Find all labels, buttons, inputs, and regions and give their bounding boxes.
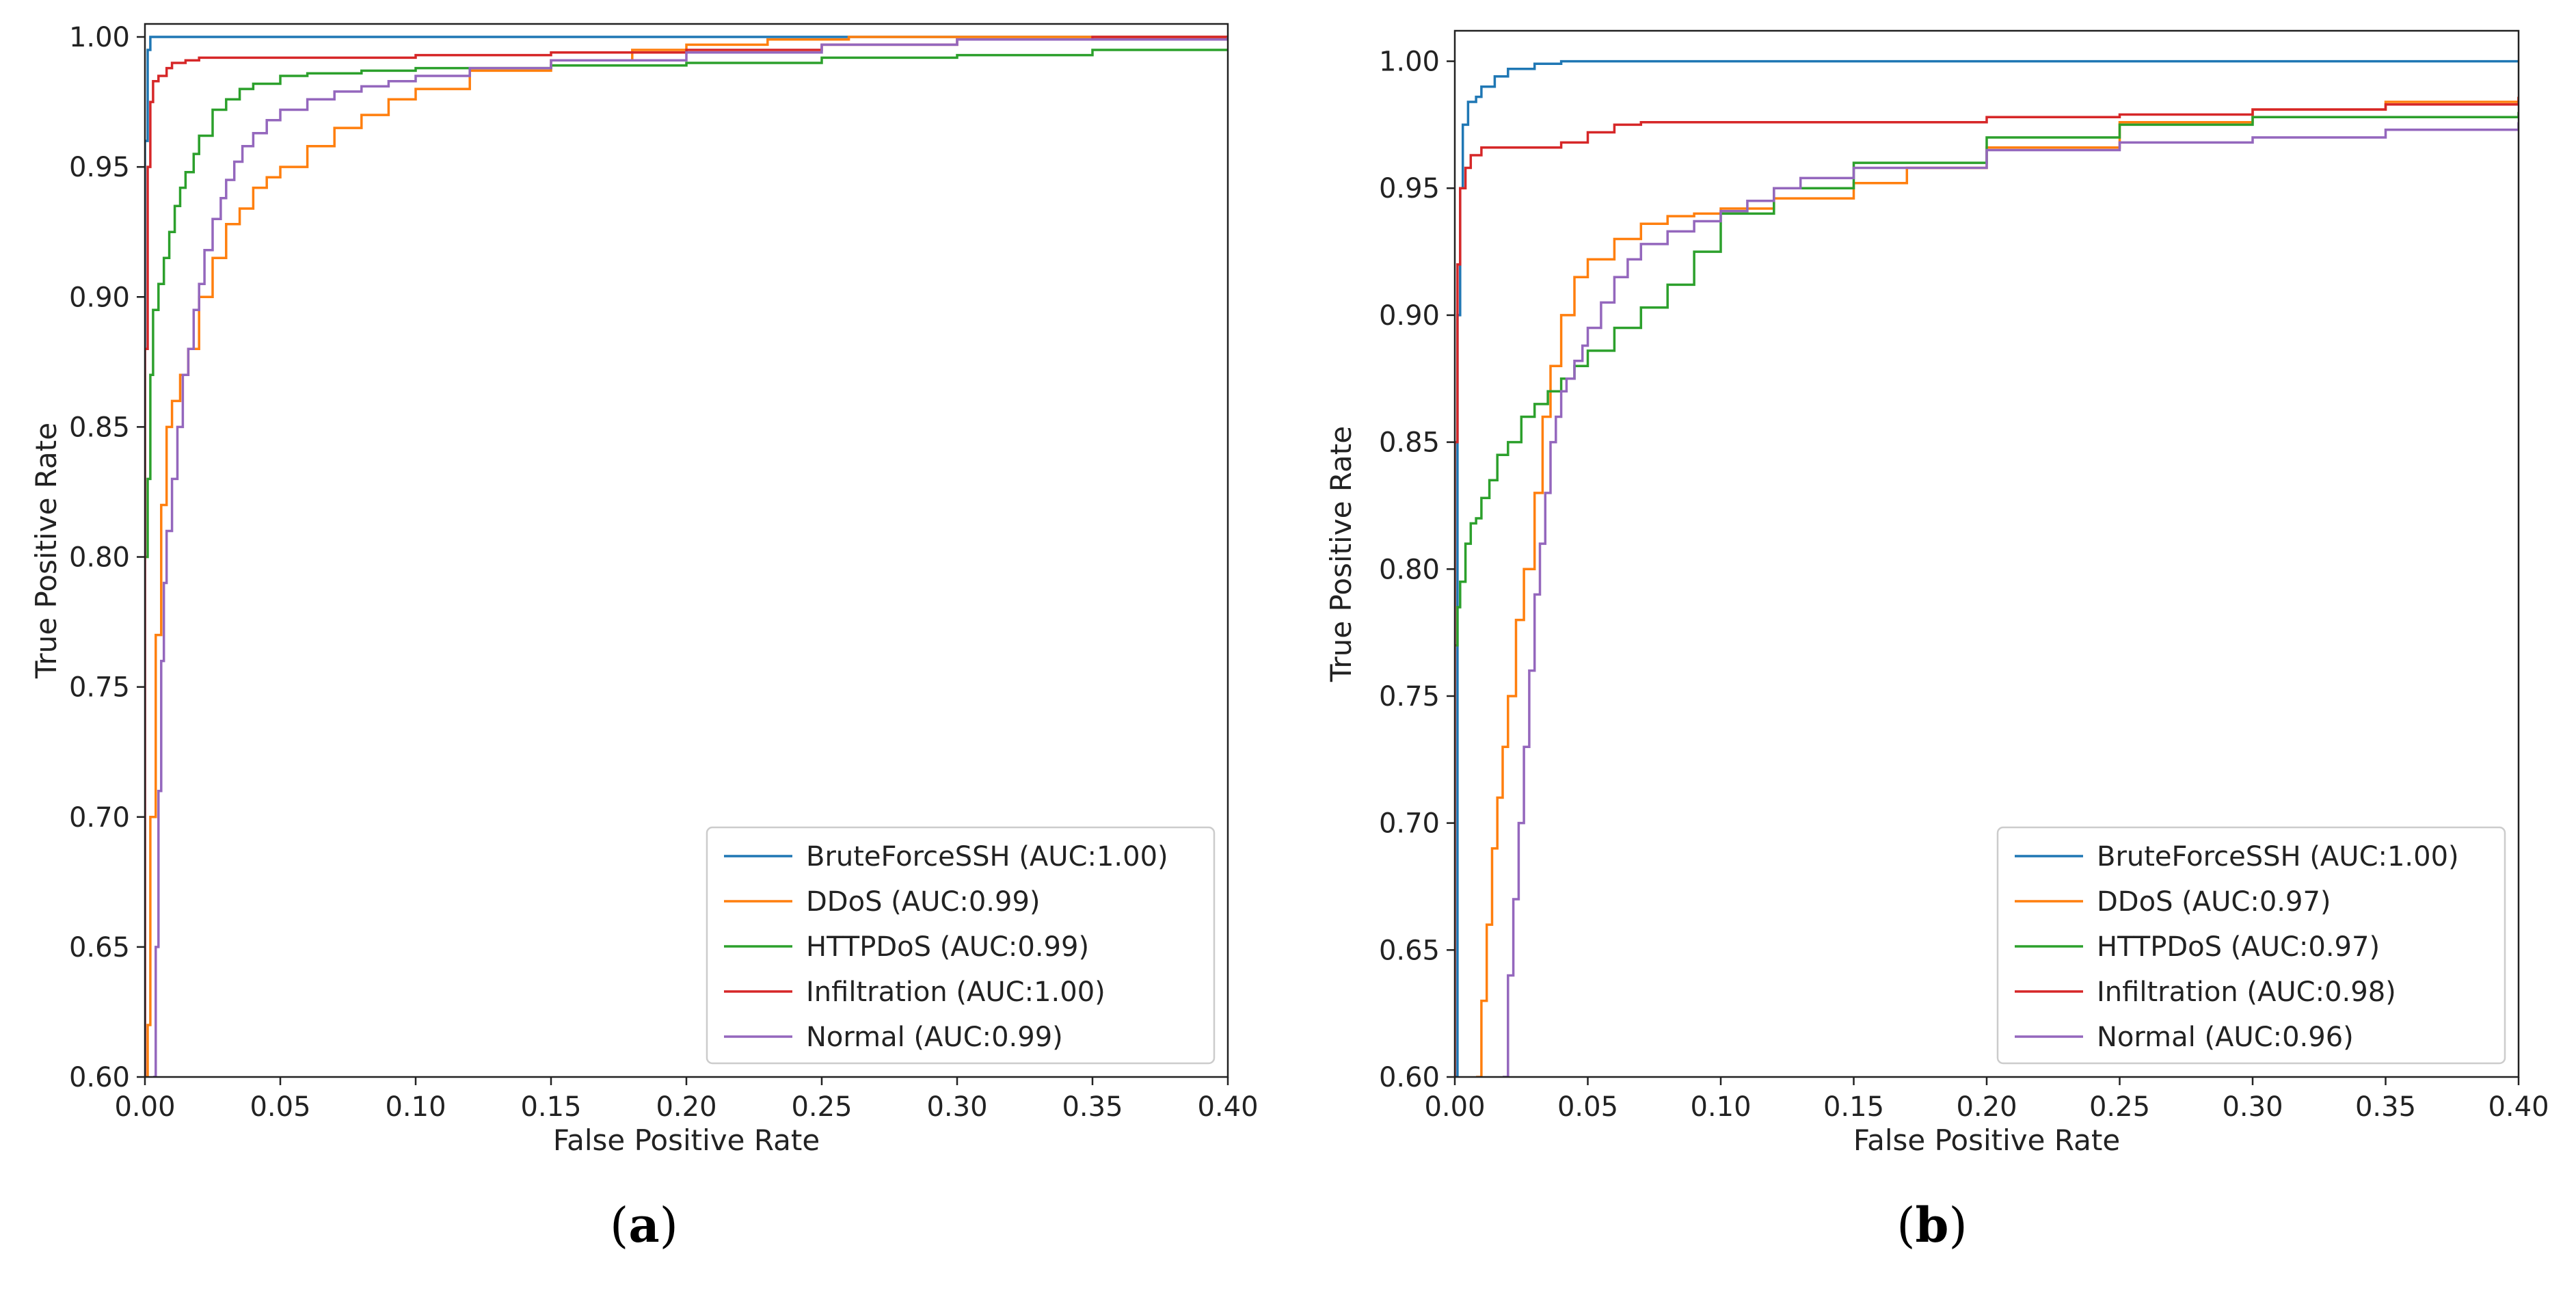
series-line-bruteforcessh (145, 36, 1228, 1077)
legend-entry-normal: Normal (AUC:0.99) (806, 1022, 1063, 1053)
legend-box (1996, 826, 2506, 1065)
legend-entry-ddos: DDoS (AUC:0.97) (2097, 886, 2331, 918)
legend: BruteForceSSH (AUC:1.00) DDoS (AUC:0.97) H… (1996, 826, 2506, 1065)
x-tick-label: 0.35 (1062, 1091, 1123, 1123)
y-tick-label: 0.75 (69, 672, 130, 704)
y-tick-label: 0.90 (1379, 300, 1440, 332)
x-tick-label: 0.20 (1956, 1091, 2017, 1123)
caption-a-letter: a (628, 1197, 660, 1253)
x-tick-label: 0.15 (520, 1091, 581, 1123)
series-line-normal (152, 37, 1228, 1077)
x-tick-label: 0.30 (926, 1091, 987, 1123)
caption-b: (b) (1896, 1197, 1968, 1253)
caption-a: (a) (610, 1197, 678, 1253)
y-tick-label: 0.95 (69, 152, 130, 183)
series-line-normal (1503, 122, 2519, 1077)
x-tick-label: 0.00 (1424, 1091, 1485, 1123)
y-tick-label: 0.85 (69, 412, 130, 443)
x-axis-label: False Positive Rate (553, 1123, 820, 1157)
y-tick-label: 1.00 (1379, 46, 1440, 78)
legend-entry-httpdos: HTTPDoS (AUC:0.99) (806, 931, 1089, 963)
legend-entry-infiltration: Infiltration (AUC:1.00) (806, 976, 1105, 1008)
x-tick-label: 0.05 (250, 1091, 310, 1123)
x-tick-label: 0.30 (2222, 1091, 2283, 1123)
legend-entry-bruteforcessh: BruteForceSSH (AUC:1.00) (2097, 841, 2459, 873)
y-tick-label: 0.80 (69, 542, 130, 574)
y-tick-label: 0.70 (69, 802, 130, 834)
x-tick-label: 0.25 (2089, 1091, 2150, 1123)
legend-entry-bruteforcessh: BruteForceSSH (AUC:1.00) (806, 841, 1168, 873)
plot-area (145, 36, 1228, 1077)
roc-chart-b: 0.00 0.05 0.10 0.15 0.20 0.25 0.30 0.35 0.40 0.60… (1324, 29, 2549, 1157)
series-line-httpdos (145, 49, 1228, 559)
y-tick-label: 0.65 (69, 932, 130, 963)
legend-entry-infiltration: Infiltration (AUC:0.98) (2097, 976, 2396, 1008)
x-tick-label: 0.00 (114, 1091, 175, 1123)
x-tick-label: 0.40 (1197, 1091, 1258, 1123)
y-tick-label: 0.90 (69, 282, 130, 313)
series-line-httpdos (1455, 111, 2519, 647)
y-axis-label: True Positive Rate (1324, 426, 1358, 682)
x-tick-label: 0.10 (385, 1091, 446, 1123)
caption-b-letter: b (1915, 1197, 1949, 1253)
panel-a: 0.00 0.05 0.10 0.15 0.20 0.25 0.30 0.35 0.40 0.60… (29, 22, 1259, 1253)
x-tick-label: 0.20 (656, 1091, 716, 1123)
x-tick-label: 0.40 (2488, 1091, 2549, 1123)
legend-entry-ddos: DDoS (AUC:0.99) (806, 886, 1041, 918)
y-axis-label: True Positive Rate (29, 423, 63, 679)
y-tick-label: 0.65 (1379, 935, 1440, 966)
legend-box (706, 826, 1216, 1065)
y-tick-label: 0.95 (1379, 173, 1440, 204)
y-tick-label: 0.75 (1379, 681, 1440, 713)
legend-entry-httpdos: HTTPDoS (AUC:0.97) (2097, 931, 2380, 963)
panel-b: 0.00 0.05 0.10 0.15 0.20 0.25 0.30 0.35 0.40 0.60… (1288, 0, 2576, 1291)
x-axis-label: False Positive Rate (1853, 1123, 2120, 1157)
y-tick-label: 0.85 (1379, 427, 1440, 459)
plot-area (1455, 59, 2519, 1077)
y-tick-label: 0.70 (1379, 808, 1440, 840)
x-tick-label: 0.25 (791, 1091, 852, 1123)
legend: BruteForceSSH (AUC:1.00) DDoS (AUC:0.99) H… (706, 826, 1216, 1065)
legend-entry-normal: Normal (AUC:0.96) (2097, 1022, 2354, 1053)
x-tick-label: 0.35 (2355, 1091, 2416, 1123)
roc-chart-a: 0.00 0.05 0.10 0.15 0.20 0.25 0.30 0.35 0.40 0.60… (29, 22, 1259, 1157)
x-tick-label: 0.10 (1690, 1091, 1751, 1123)
y-tick-label: 0.60 (1379, 1062, 1440, 1093)
y-tick-label: 0.60 (69, 1062, 130, 1093)
x-tick-label: 0.05 (1557, 1091, 1618, 1123)
y-tick-label: 0.80 (1379, 554, 1440, 585)
x-tick-label: 0.15 (1823, 1091, 1884, 1123)
y-tick-label: 1.00 (69, 22, 130, 53)
series-line-infiltration (1455, 96, 2519, 1077)
